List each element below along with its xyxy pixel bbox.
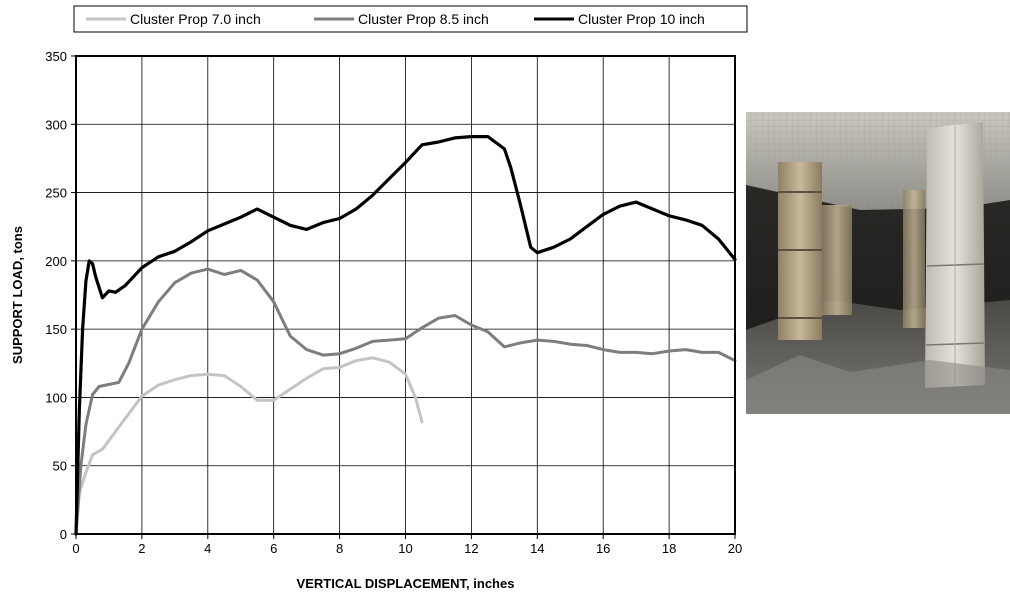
y-tick-label: 300 [45,117,67,132]
y-axis-title: SUPPORT LOAD, tons [10,226,25,364]
series-line-3 [74,135,737,536]
legend-box [73,5,748,33]
x-tick-label: 4 [204,541,211,556]
series-line-1 [74,356,424,536]
grid [75,55,736,535]
y-tick-label: 100 [45,390,67,405]
y-tick-label: 150 [45,322,67,337]
legend-label-3: Cluster Prop 10 inch [578,11,705,27]
legend-label-2: Cluster Prop 8.5 inch [358,11,489,27]
legend-label-1: Cluster Prop 7.0 inch [130,11,261,27]
photo-timber-prop-back [822,205,852,315]
y-tick-label: 50 [53,459,67,474]
y-tick-label: 0 [60,527,67,542]
mine-prop-photo [746,112,1010,414]
series-line-2 [74,267,737,536]
x-tick-label: 20 [728,541,742,556]
y-tick-label: 200 [45,254,67,269]
x-tick-label: 12 [464,541,478,556]
x-axis-title: VERTICAL DISPLACEMENT, inches [297,576,515,591]
legend-items: Cluster Prop 7.0 inch Cluster Prop 8.5 in… [86,11,705,27]
x-tick-label: 16 [596,541,610,556]
x-tick-label: 0 [72,541,79,556]
photo-timber-prop-middle [903,190,925,328]
y-tick-label: 350 [45,49,67,64]
x-tick-label: 6 [270,541,277,556]
x-tick-label: 2 [138,541,145,556]
x-tick-label: 14 [530,541,544,556]
x-tick-label: 18 [662,541,676,556]
series-group [74,135,737,536]
x-tick-label: 8 [336,541,343,556]
x-tick-label: 10 [398,541,412,556]
legend: Cluster Prop 7.0 inch Cluster Prop 8.5 in… [73,5,748,33]
y-tick-label: 250 [45,186,67,201]
